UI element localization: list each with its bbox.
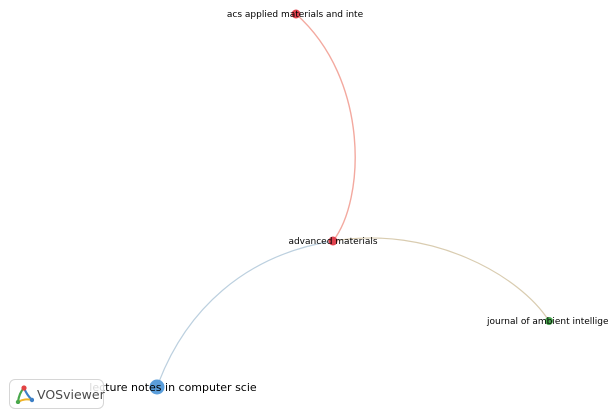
- link-acs-advanced-materials: [295, 13, 356, 242]
- label-lecture-notes-in-computer-science: lecture notes in computer scie: [89, 381, 257, 394]
- vosviewer-badge[interactable]: VOSviewer: [9, 379, 105, 409]
- node-acs-applied-materials[interactable]: [291, 9, 301, 19]
- label-acs-applied-materials: acs applied materials and inte: [227, 10, 364, 20]
- node-advanced-materials[interactable]: [328, 236, 338, 246]
- vosviewer-brand-text: VOSviewer: [37, 386, 105, 402]
- label-journal-of-ambient-intelligence: journal of ambient intelligenc: [486, 317, 608, 327]
- node-lecture-notes-in-computer-science[interactable]: [149, 379, 165, 395]
- link-advanced-materials-journal-of-ambient: [332, 237, 550, 322]
- label-advanced-materials: advanced materials: [288, 237, 377, 247]
- node-journal-of-ambient-intelligence[interactable]: [545, 317, 553, 325]
- vosviewer-logo-icon: [15, 385, 34, 404]
- link-advanced-materials-lecture-notes: [156, 240, 334, 388]
